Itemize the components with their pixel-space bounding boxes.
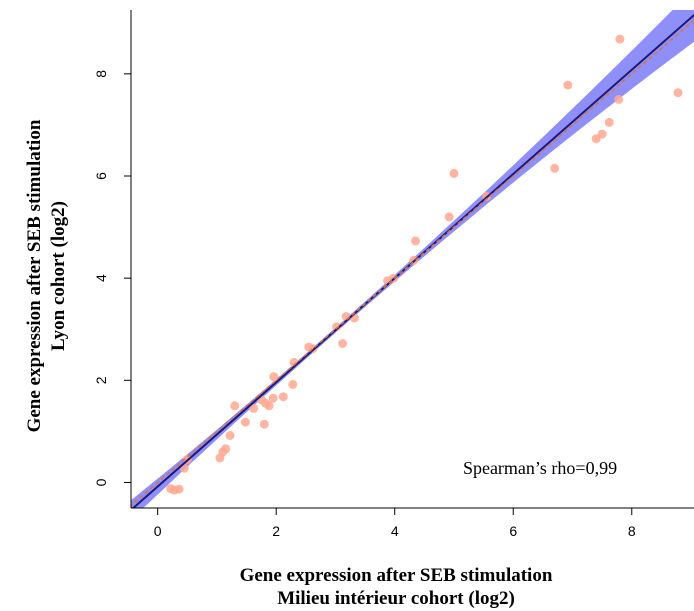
x-tick-label: 0: [154, 523, 162, 539]
data-point: [259, 419, 269, 429]
data-point: [278, 392, 288, 402]
y-tick-label: 8: [93, 70, 109, 78]
data-point: [268, 393, 278, 403]
y-tick-label: 6: [93, 172, 109, 180]
y-tick-label: 0: [93, 478, 109, 486]
annotation-text: Spearman’s rho=0,99: [463, 458, 617, 478]
y-tick-label: 2: [93, 376, 109, 384]
data-point: [174, 484, 184, 494]
data-point: [604, 117, 614, 127]
plot-area: [131, 10, 694, 508]
x-tick-label: 4: [391, 523, 399, 539]
y-tick-label: 4: [93, 274, 109, 282]
data-point: [449, 168, 459, 178]
x-tick-label: 2: [272, 523, 280, 539]
data-point: [563, 80, 573, 90]
data-point: [288, 379, 298, 389]
data-point: [332, 322, 342, 332]
data-point: [597, 129, 607, 139]
data-point: [221, 444, 231, 454]
x-axis-title-line1: Gene expression after SEB stimulation: [240, 565, 553, 586]
data-point: [269, 372, 279, 382]
data-point: [240, 417, 250, 427]
data-point: [615, 34, 625, 44]
data-point: [550, 163, 560, 173]
data-point: [230, 401, 240, 411]
confidence-band: [131, 10, 694, 508]
data-point: [264, 401, 274, 411]
identity-line: [131, 19, 694, 507]
data-point: [673, 88, 683, 98]
x-tick-label: 8: [628, 523, 636, 539]
data-point: [225, 431, 235, 440]
y-axis-title-line1: Gene expression after SEB stimulation: [24, 119, 45, 432]
x-tick-label: 6: [509, 523, 517, 539]
y-ticks: 0 2 4 6 8: [93, 70, 131, 486]
y-axis-title-line2: Lyon cohort (log2): [48, 201, 69, 351]
data-point: [338, 339, 348, 348]
x-axis-title-line2: Milieu intérieur cohort (log2): [277, 588, 515, 609]
data-point: [411, 236, 420, 246]
data-point: [444, 212, 454, 222]
data-point: [614, 94, 624, 104]
data-point: [249, 403, 259, 413]
x-ticks: 0 2 4 6 8: [154, 508, 636, 539]
